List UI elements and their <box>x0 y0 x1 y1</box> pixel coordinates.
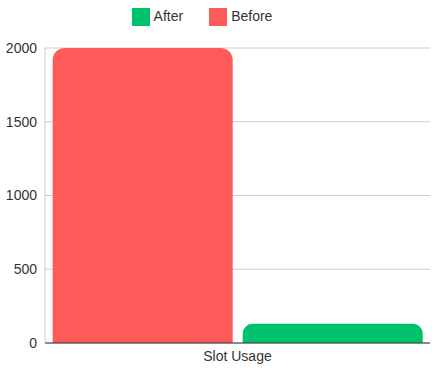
html-text:After: After <box>153 8 184 24</box>
svg-text:500: 500 <box>14 261 38 277</box>
svg-text:Slot Usage: Slot Usage <box>203 348 272 364</box>
svg-text:2000: 2000 <box>8 40 37 56</box>
svg-text:0: 0 <box>29 335 37 351</box>
svg-text:1000: 1000 <box>8 187 37 203</box>
svg-text:1500: 1500 <box>8 114 37 130</box>
html-text:Before: Before <box>231 8 273 24</box>
